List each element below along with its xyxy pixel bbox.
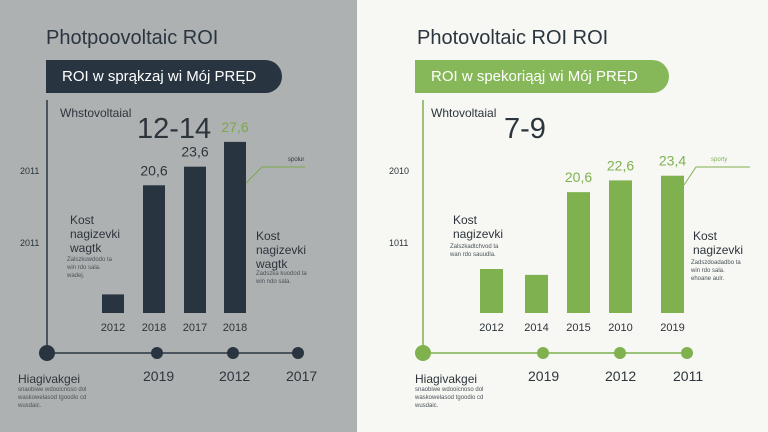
right-timeline-year: 2019: [528, 368, 560, 384]
timeline-dot: [614, 347, 626, 359]
bar-value-label: 22,6: [607, 157, 634, 173]
right-chart-svg: 2012 2014 20,6 2015 22,6 2010 23,4 2019: [415, 100, 750, 361]
left-banner: ROI w sprąkzaj wi Mój PRĘD: [46, 60, 282, 93]
annotation-connector: [245, 166, 305, 184]
bar: [102, 294, 124, 313]
right-banner: ROI w spekoriąąj wi Mój PRĘD: [415, 60, 669, 93]
left-y-tick: 2011: [20, 238, 40, 248]
bar-value-label: 20,6: [140, 162, 167, 178]
left-kost-label: Kost nagizevki wagtk: [70, 213, 121, 255]
bar: [480, 269, 503, 313]
left-title: Photpoovoltaic ROI: [46, 27, 219, 49]
right-footer-note: snaobiwe wdooicnoso dol waskowelasod tgo…: [415, 387, 484, 409]
left-label-tag: spolur: [288, 157, 305, 163]
right-y-tick: 1011: [389, 238, 409, 248]
right-kost-note: Zalszkadtchvod ta wan rdo sauudla.: [450, 244, 499, 258]
left-timeline-year: 2012: [219, 368, 251, 384]
right-panel: 2012 2014 20,6 2015 22,6 2010 23,4 2019 Photovo…: [357, 0, 768, 432]
timeline-dot: [227, 347, 239, 359]
timeline-dot: [151, 347, 163, 359]
left-big-value: 12-14: [137, 113, 212, 145]
right-kost-label-right: Kost nagizevki: [693, 229, 744, 257]
left-kost-note-right: Zadszka kuodod ta win ndo sala.: [256, 271, 307, 285]
right-title: Photovoltaic ROI ROI: [417, 27, 609, 49]
category-label: 2015: [566, 322, 590, 334]
right-footer-title: Hiagivakgei: [415, 372, 478, 386]
bar: [184, 166, 206, 313]
left-footer-note: snaobiwe wdooicnoso dol waskowelasod tgo…: [18, 387, 87, 409]
bar-value-label: 23,4: [659, 153, 686, 169]
category-label: 2019: [660, 322, 684, 334]
timeline-dot: [681, 347, 693, 359]
timeline-dot: [292, 347, 304, 359]
category-label: 2018: [142, 322, 166, 334]
bar: [609, 180, 632, 313]
bar: [143, 185, 165, 313]
bar: [567, 192, 590, 313]
category-label: 2012: [101, 322, 125, 334]
left-timeline-year: 2017: [286, 368, 318, 384]
right-y-tick: 2010: [389, 166, 410, 176]
category-label: 2017: [183, 322, 207, 334]
bar: [661, 175, 684, 313]
right-label-tag: sporty: [711, 157, 728, 163]
bar: [525, 274, 548, 313]
left-sub-label: Whstovoltaial: [60, 106, 132, 120]
left-kost-note: Zalszkuwdodo ta win rdo sala. wadej.: [67, 257, 113, 279]
right-big-value: 7-9: [504, 113, 546, 145]
bar-value-label: 23,6: [181, 144, 208, 160]
bar: [224, 141, 246, 313]
bar-value-label: 20,6: [565, 169, 592, 185]
left-y-tick: 2011: [20, 166, 40, 176]
left-chart-svg: 2012 20,6 2018 23,6 2017 27,6 2018: [39, 100, 305, 361]
right-kost-note-right: Zadszdoadadbo ta win rdo sala. ehoane au…: [691, 260, 741, 282]
left-kost-label-right: Kost nagizevki wagtk: [256, 229, 307, 271]
bar-value-label: 27,6: [221, 119, 248, 135]
left-panel: 2012 20,6 2018 23,6 2017 27,6 2018 Photpoovolt…: [0, 0, 357, 432]
timeline-start-dot: [39, 345, 55, 361]
left-footer-title: Hiagivakgei: [18, 372, 81, 386]
category-label: 2014: [524, 322, 548, 334]
annotation-connector: [683, 166, 750, 186]
right-timeline-year: 2011: [673, 368, 704, 384]
timeline-dot: [537, 347, 549, 359]
category-label: 2012: [479, 322, 503, 334]
right-sub-label: Whtovoltaial: [431, 106, 497, 120]
timeline-start-dot: [415, 345, 431, 361]
right-kost-label: Kost nagizevki: [453, 213, 504, 241]
right-timeline-year: 2012: [605, 368, 637, 384]
category-label: 2010: [608, 322, 632, 334]
left-timeline-year: 2019: [143, 368, 175, 384]
category-label: 2018: [223, 322, 247, 334]
